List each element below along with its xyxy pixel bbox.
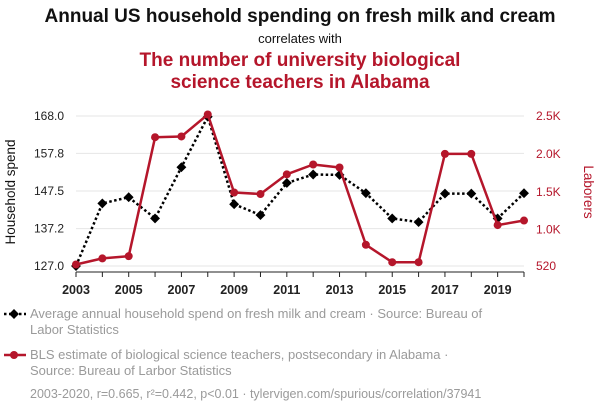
series-2-point	[230, 188, 239, 197]
series-2-point	[520, 216, 528, 225]
series-1-point	[123, 192, 134, 203]
series-2-point	[361, 240, 370, 249]
chart-subtitle-line1: The number of university biological	[140, 50, 461, 71]
legend-series1-line2: Labor Statistics	[30, 322, 119, 337]
series-1-point	[176, 162, 187, 173]
y-left-tick-label: 127.0	[34, 259, 64, 273]
series-2-point	[256, 190, 265, 199]
chart-connector: correlates with	[258, 31, 342, 46]
y-right-tick-label: 1.5K	[536, 185, 561, 199]
series-2-point	[414, 258, 423, 267]
y-left-tick-label: 168.0	[34, 109, 64, 123]
legend-swatch-series2-marker	[10, 351, 18, 359]
legend-series2-line2: Source: Bureau of Larbor Statistics	[30, 363, 232, 378]
chart-subtitle-line2: science teachers in Alabama	[170, 72, 430, 93]
y-left-tick-label: 147.5	[34, 184, 64, 198]
series-1-point	[229, 199, 240, 210]
series-2-point	[98, 254, 107, 263]
series-2-point	[467, 149, 476, 158]
legend-series1-line1: Average annual household spend on fresh …	[30, 306, 483, 321]
x-tick-label: 2019	[484, 283, 512, 297]
y-axis-left-label: Household spend	[3, 139, 18, 244]
series-2-line	[75, 113, 525, 266]
series-2-point	[124, 252, 133, 261]
legend-swatch-series1-marker	[9, 309, 19, 319]
series-layer	[71, 110, 529, 271]
x-tick-label: 2011	[273, 283, 300, 297]
x-tick-label: 2009	[220, 283, 248, 297]
series-1-point	[255, 210, 266, 221]
x-tick-label: 2015	[378, 283, 406, 297]
y-axis-right-label: Laborers	[581, 165, 596, 219]
y-right-tick-label: 2.0K	[536, 147, 561, 161]
series-2-point	[282, 170, 291, 179]
y-right-tick-label: 2.5K	[536, 109, 561, 123]
series-2-point	[203, 110, 212, 119]
series-2-point	[440, 149, 449, 158]
y-left-tick-label: 137.2	[34, 222, 64, 236]
footer-stats: 2003-2020, r=0.665, r²=0.442, p<0.01 · t…	[30, 387, 481, 401]
series-1-point	[387, 213, 398, 224]
x-tick-label: 2017	[431, 283, 459, 297]
series-2-point	[72, 260, 80, 269]
y-left-tick-label: 157.8	[34, 146, 64, 160]
series-2-point	[335, 163, 344, 172]
series-1-point	[308, 169, 319, 180]
legend: Average annual household spend on fresh …	[4, 306, 483, 378]
x-tick-label: 2003	[62, 283, 90, 297]
series-2-point	[493, 221, 502, 230]
series-1-point	[440, 188, 450, 199]
x-tick-label: 2013	[326, 283, 354, 297]
y-right-tick-label: 1.0K	[536, 223, 561, 237]
series-1-point	[360, 188, 371, 199]
legend-series2-line1: BLS estimate of biological science teach…	[30, 347, 448, 362]
chart-title: Annual US household spending on fresh mi…	[45, 6, 556, 27]
series-1-point	[281, 178, 292, 188]
axes: 127.0 137.2 147.5 157.8 168.0 520 1.0K 1.5K 2.0K…	[34, 109, 561, 297]
series-1-point	[150, 213, 160, 224]
series-2-point	[309, 160, 318, 169]
series-1-point	[413, 217, 424, 228]
series-2-point	[151, 133, 160, 142]
y-right-tick-label: 520	[536, 259, 556, 273]
series-2-point	[177, 132, 186, 141]
series-2-point	[388, 258, 397, 267]
series-1-point	[97, 198, 108, 209]
x-tick-label: 2005	[115, 283, 143, 297]
x-tick-label: 2007	[168, 283, 196, 297]
series-1-point	[466, 188, 477, 199]
